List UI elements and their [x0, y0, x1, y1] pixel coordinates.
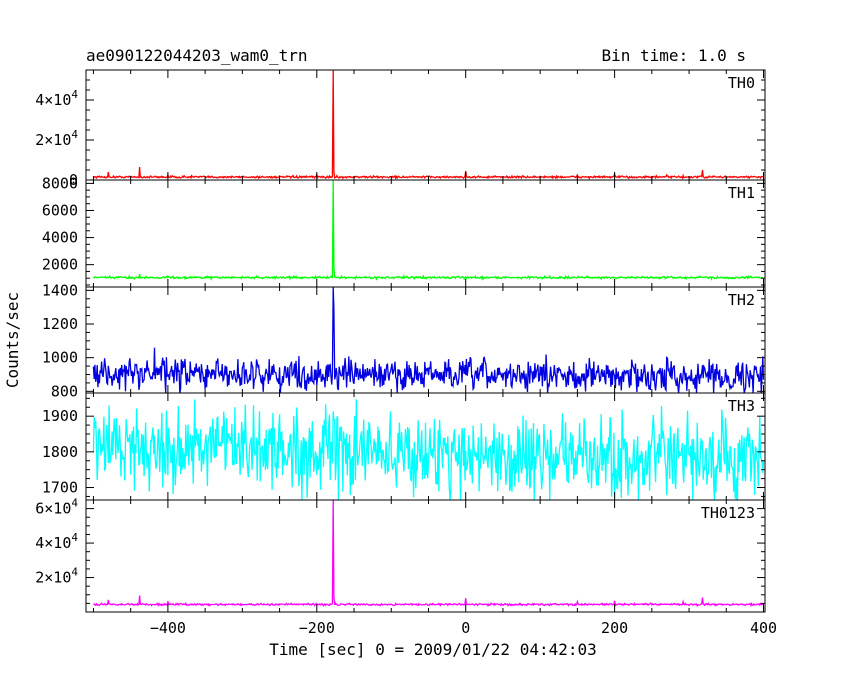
y-tick-label: 1400 [42, 281, 78, 299]
y-tick-label: 4×104 [35, 531, 78, 552]
y-tick-label: 1000 [42, 349, 78, 367]
y-tick-label: 0 [69, 171, 78, 189]
x-tick-label: 0 [461, 619, 470, 637]
panel-label: TH1 [728, 184, 755, 202]
y-tick-label: 2000 [42, 256, 78, 274]
x-tick-label: −200 [299, 619, 335, 637]
panel-frame [85, 179, 766, 288]
y-tick-label: 1700 [42, 479, 78, 497]
panel-label: TH0123 [701, 504, 755, 522]
series-th0123 [93, 500, 764, 608]
x-tick-labels: −400 −200 0 200 400 [150, 619, 777, 637]
panel-th0123: 2×104 4×104 6×104 TH0123 [35, 497, 766, 613]
y-tick-label: 800 [51, 382, 78, 400]
panel-frame [85, 499, 766, 613]
y-tick-label: 1900 [42, 407, 78, 425]
panel-th0: 0 2×104 4×104 TH0 [35, 69, 766, 189]
panel-th3: 1700 1800 1900 TH3 [42, 392, 766, 501]
y-axis-label: Counts/sec [3, 292, 22, 388]
series-th3 [92, 399, 765, 500]
panel-label: TH2 [728, 291, 755, 309]
chart-title-right: Bin time: 1.0 s [602, 46, 747, 65]
panel-th1: 2000 4000 6000 8000 TH1 [42, 174, 766, 288]
x-tick-label: −400 [150, 619, 186, 637]
x-tick-label: 200 [601, 619, 628, 637]
y-tick-label: 4×104 [35, 88, 78, 109]
y-tick-label: 2×104 [35, 128, 78, 149]
panel-frame [85, 69, 766, 181]
panels-group: 0 2×104 4×104 TH0 2000 4000 6000 8000 TH1 800 1000… [35, 69, 766, 613]
x-axis-label: Time [sec] 0 = 2009/01/22 04:42:03 [269, 640, 597, 659]
series-th1 [93, 180, 764, 281]
series-th2 [92, 287, 765, 393]
panel-label: TH0 [728, 74, 755, 92]
y-tick-label: 1800 [42, 443, 78, 461]
y-tick-label: 8000 [42, 174, 78, 192]
panel-label: TH3 [728, 397, 755, 415]
y-tick-label: 6000 [42, 201, 78, 219]
x-tick-label: 400 [750, 619, 777, 637]
y-tick-label: 1200 [42, 315, 78, 333]
y-tick-label: 2×104 [35, 566, 78, 587]
y-tick-label: 4000 [42, 229, 78, 247]
chart-title-left: ae090122044203_wam0_trn [86, 46, 308, 65]
y-tick-label: 6×104 [35, 497, 78, 518]
series-th0 [93, 70, 764, 180]
panel-th2: 800 1000 1200 1400 TH2 [42, 281, 766, 400]
